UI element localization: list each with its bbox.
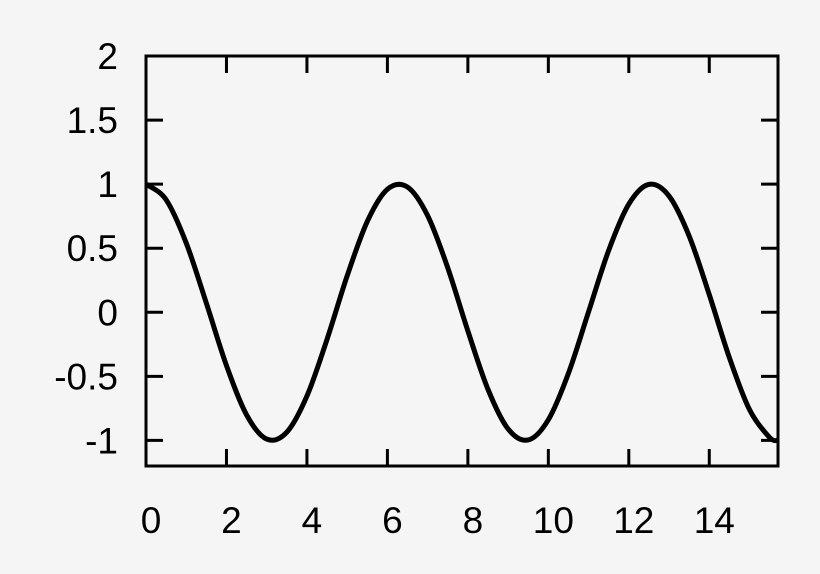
x-tick-label: 10 bbox=[533, 500, 574, 541]
x-tick-label: 14 bbox=[694, 500, 735, 541]
ticks bbox=[146, 54, 778, 466]
y-tick-label: 2 bbox=[97, 36, 118, 77]
x-tick-label: 6 bbox=[382, 500, 403, 541]
y-tick-label: 0.5 bbox=[67, 228, 118, 269]
x-tick-label: 2 bbox=[221, 500, 242, 541]
y-tick-label: -1 bbox=[85, 420, 118, 461]
tick-labels: 0 2 4 6 8 10 12 14 -1 -0.5 0 0.5 1 1.5 2 bbox=[54, 36, 735, 541]
y-tick-label: 1 bbox=[97, 164, 118, 205]
y-tick-label: -0.5 bbox=[54, 356, 118, 397]
x-tick-label: 0 bbox=[141, 500, 162, 541]
y-tick-label: 0 bbox=[97, 292, 118, 333]
series-line bbox=[144, 181, 779, 444]
x-tick-label: 4 bbox=[302, 500, 323, 541]
x-tick-label: 8 bbox=[463, 500, 484, 541]
x-tick-label: 12 bbox=[613, 500, 654, 541]
plot-frame bbox=[144, 54, 780, 468]
y-tick-label: 1.5 bbox=[67, 100, 118, 141]
